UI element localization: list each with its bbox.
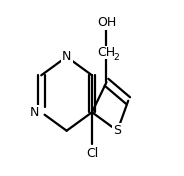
Text: Cl: Cl [86,147,98,160]
Text: N: N [62,50,71,63]
Text: CH: CH [98,46,116,59]
Text: OH: OH [97,16,116,29]
Text: S: S [113,124,121,137]
Text: 2: 2 [114,54,119,62]
Text: N: N [30,106,39,119]
